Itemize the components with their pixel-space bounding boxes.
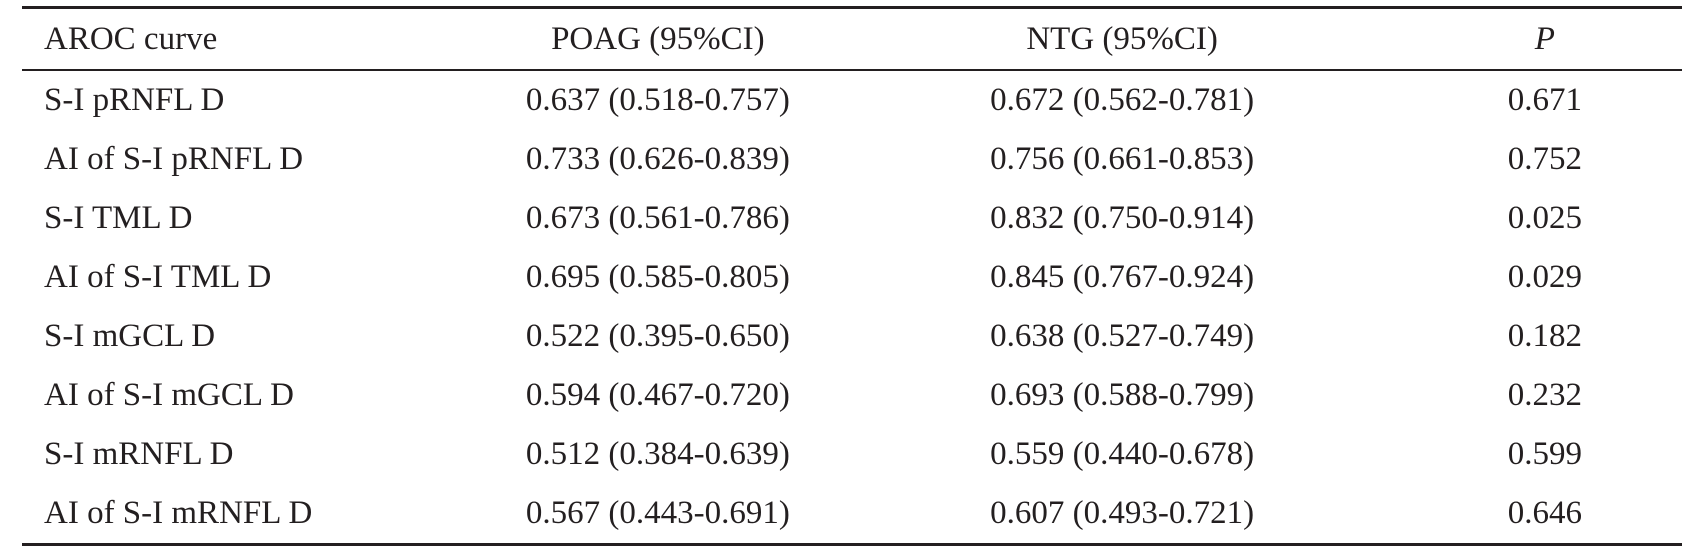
row-label: AI of S-I pRNFL D: [44, 141, 304, 177]
ntg-value: 0.559 (0.440-0.678): [990, 436, 1255, 472]
aroc-comparison-table: AROC curve POAG (95%CI) NTG (95%CI) P S-…: [22, 6, 1682, 546]
header-p-value: P: [1534, 20, 1555, 57]
row-label: AI of S-I mGCL D: [44, 377, 294, 413]
poag-value: 0.512 (0.384-0.639): [525, 436, 790, 472]
table-row: S-I pRNFL D 0.637 (0.518-0.757) 0.672 (0…: [22, 70, 1682, 130]
poag-value: 0.695 (0.585-0.805): [525, 259, 790, 295]
table-row: AI of S-I mGCL D 0.594 (0.467-0.720) 0.6…: [22, 366, 1682, 425]
table-row: AI of S-I mRNFL D 0.567 (0.443-0.691) 0.…: [22, 484, 1682, 545]
poag-value: 0.567 (0.443-0.691): [525, 495, 790, 531]
ntg-value: 0.638 (0.527-0.749): [990, 318, 1255, 354]
poag-value: 0.673 (0.561-0.786): [525, 200, 790, 236]
p-value: 0.029: [1507, 259, 1582, 295]
p-value: 0.646: [1507, 495, 1582, 531]
ntg-value: 0.845 (0.767-0.924): [990, 259, 1255, 295]
p-value: 0.025: [1507, 200, 1582, 236]
p-value: 0.599: [1507, 436, 1582, 472]
header-aroc-curve: AROC curve: [44, 20, 218, 57]
table-body: S-I pRNFL D 0.637 (0.518-0.757) 0.672 (0…: [22, 70, 1682, 545]
poag-value: 0.594 (0.467-0.720): [525, 377, 790, 413]
poag-value: 0.637 (0.518-0.757): [525, 82, 790, 118]
poag-value: 0.522 (0.395-0.650): [525, 318, 790, 354]
poag-value: 0.733 (0.626-0.839): [525, 141, 790, 177]
ntg-value: 0.672 (0.562-0.781): [990, 82, 1255, 118]
p-value: 0.232: [1507, 377, 1582, 413]
table-header: AROC curve POAG (95%CI) NTG (95%CI) P: [22, 7, 1682, 70]
p-value: 0.752: [1507, 141, 1582, 177]
table-row: S-I mGCL D 0.522 (0.395-0.650) 0.638 (0.…: [22, 307, 1682, 366]
row-label: AI of S-I mRNFL D: [44, 495, 313, 531]
header-ntg: NTG (95%CI): [1026, 20, 1218, 57]
row-label: S-I pRNFL D: [44, 82, 225, 118]
table-row: S-I TML D 0.673 (0.561-0.786) 0.832 (0.7…: [22, 189, 1682, 248]
row-label: S-I mRNFL D: [44, 436, 234, 472]
row-label: S-I mGCL D: [44, 318, 216, 354]
p-value: 0.182: [1507, 318, 1582, 354]
results-table-container: AROC curve POAG (95%CI) NTG (95%CI) P S-…: [22, 6, 1682, 546]
ntg-value: 0.607 (0.493-0.721): [990, 495, 1255, 531]
header-row: AROC curve POAG (95%CI) NTG (95%CI) P: [22, 7, 1682, 70]
p-value: 0.671: [1507, 82, 1582, 118]
table-row: AI of S-I TML D 0.695 (0.585-0.805) 0.84…: [22, 248, 1682, 307]
table-row: S-I mRNFL D 0.512 (0.384-0.639) 0.559 (0…: [22, 425, 1682, 484]
table-row: AI of S-I pRNFL D 0.733 (0.626-0.839) 0.…: [22, 130, 1682, 189]
ntg-value: 0.756 (0.661-0.853): [990, 141, 1255, 177]
header-poag: POAG (95%CI): [551, 20, 765, 57]
ntg-value: 0.693 (0.588-0.799): [990, 377, 1255, 413]
row-label: AI of S-I TML D: [44, 259, 272, 295]
ntg-value: 0.832 (0.750-0.914): [990, 200, 1255, 236]
row-label: S-I TML D: [44, 200, 193, 236]
